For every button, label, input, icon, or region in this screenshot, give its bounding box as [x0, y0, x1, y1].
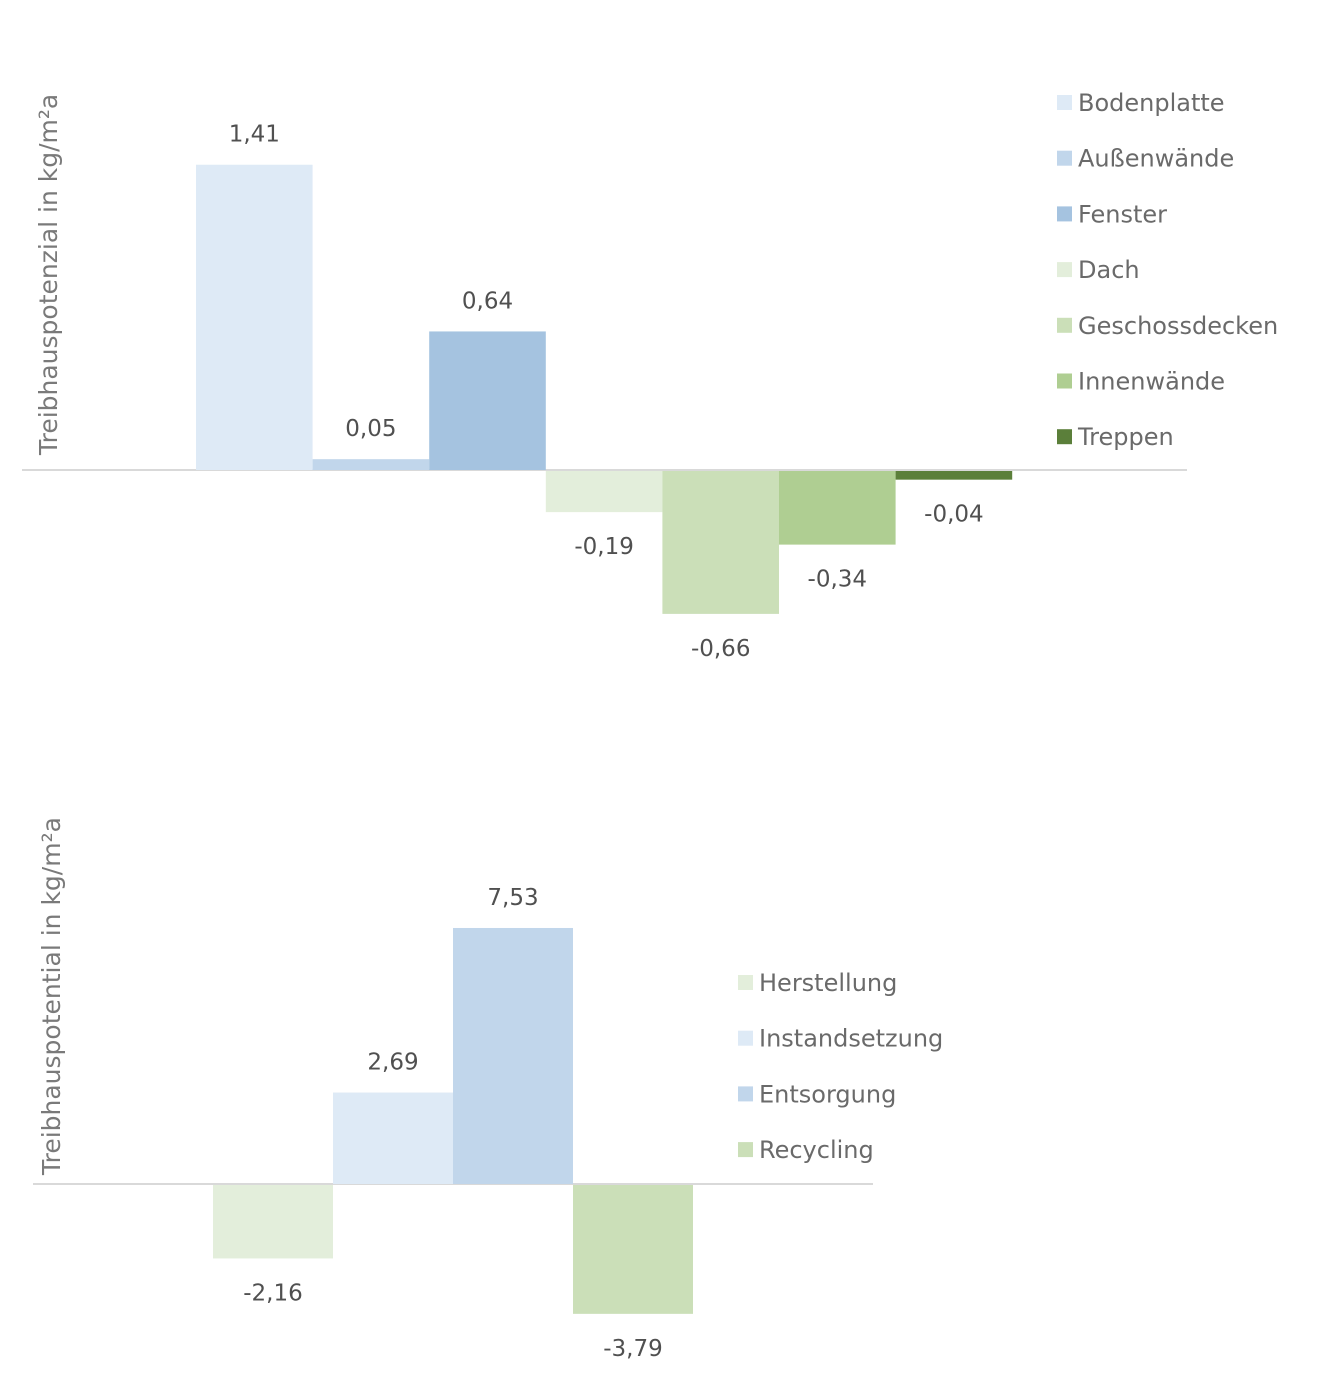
- data-label-innenwaende: -0,34: [808, 567, 868, 593]
- legend-swatch-dach: [1057, 262, 1072, 278]
- legend-swatch-recycling: [738, 1142, 753, 1158]
- bar-bodenplatte: [196, 164, 313, 471]
- legend-label-entsorgung: Entsorgung: [759, 1080, 896, 1108]
- legend-label-innenwaende: Innenwände: [1078, 368, 1225, 396]
- data-label-aussenwaende: 0,05: [345, 416, 396, 442]
- y-axis-label: Treibhauspotential in kg/m²a: [37, 817, 66, 1176]
- legend-swatch-instandsetzung: [738, 1030, 753, 1046]
- bar-herstellung: [213, 1185, 333, 1259]
- legend-label-treppen: Treppen: [1077, 423, 1174, 451]
- chart-lebenszyklus: Treibhauspotential in kg/m²a -2,16 2,69 7,…: [33, 817, 943, 1362]
- bar-fenster: [429, 331, 546, 470]
- data-label-herstellung: -2,16: [243, 1280, 303, 1306]
- legend-swatch-entsorgung: [738, 1086, 753, 1102]
- data-label-bodenplatte: 1,41: [229, 122, 280, 148]
- legend-swatch-geschossdecken: [1057, 317, 1072, 333]
- legend-label-herstellung: Herstellung: [759, 969, 897, 997]
- legend-label-instandsetzung: Instandsetzung: [759, 1025, 943, 1053]
- data-label-instandsetzung: 2,69: [367, 1050, 418, 1076]
- data-label-entsorgung: 7,53: [487, 885, 538, 911]
- legend-label-dach: Dach: [1078, 256, 1140, 284]
- legend-swatch-aussenwaende: [1057, 150, 1072, 166]
- data-label-fenster: 0,64: [462, 288, 513, 314]
- legend-label-bodenplatte: Bodenplatte: [1078, 89, 1225, 117]
- data-label-dach: -0,19: [574, 534, 634, 560]
- data-label-treppen: -0,04: [924, 502, 984, 528]
- bar-recycling: [573, 1185, 693, 1314]
- bar-aussenwaende: [312, 459, 430, 470]
- legend-label-recycling: Recycling: [759, 1136, 874, 1164]
- legend-label-fenster: Fenster: [1078, 200, 1167, 228]
- bar-entsorgung: [453, 927, 573, 1184]
- legend-swatch-bodenplatte: [1057, 95, 1072, 110]
- bar-innenwaende: [779, 471, 896, 545]
- bar-dach: [545, 471, 663, 513]
- legend-swatch-herstellung: [738, 975, 753, 990]
- legend-swatch-innenwaende: [1057, 373, 1072, 389]
- legend-swatch-fenster: [1057, 206, 1072, 222]
- bar-geschossdecken: [662, 471, 779, 614]
- y-axis-label: Treibhauspotenzial in kg/m²a: [34, 94, 63, 456]
- bar-treppen: [895, 471, 1013, 480]
- data-label-recycling: -3,79: [603, 1336, 663, 1362]
- data-label-geschossdecken: -0,66: [691, 636, 751, 662]
- chart-bauteile: Treibhauspotenzial in kg/m²a 1,41 0,05 0,6…: [22, 89, 1278, 662]
- legend-label-geschossdecken: Geschossdecken: [1078, 312, 1278, 340]
- bar-instandsetzung: [333, 1092, 453, 1184]
- legend-label-aussenwaende: Außenwände: [1078, 145, 1234, 173]
- legend-swatch-treppen: [1057, 429, 1072, 445]
